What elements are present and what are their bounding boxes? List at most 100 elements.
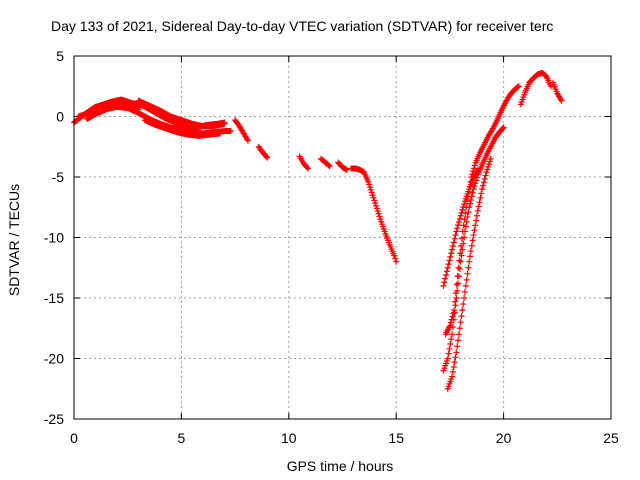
data-point: [461, 201, 468, 208]
data-point: [325, 162, 332, 169]
data-point: [455, 331, 462, 338]
data-point: [370, 194, 377, 201]
y-tick-label: -20: [44, 351, 64, 367]
data-point: [474, 207, 481, 214]
data-point: [305, 165, 312, 172]
data-point: [458, 252, 465, 259]
data-point: [479, 182, 486, 189]
y-tick-label: -10: [44, 230, 64, 246]
data-point: [464, 213, 471, 220]
data-point: [452, 232, 459, 239]
data-point: [452, 302, 459, 309]
data-point: [485, 161, 492, 168]
data-point: [467, 253, 474, 260]
data-point: [442, 275, 449, 282]
data-point: [486, 158, 493, 165]
series-arc-6: [232, 117, 251, 144]
data-point: [458, 313, 465, 320]
data-point: [441, 279, 448, 286]
series-arc-12: [442, 83, 522, 338]
data-point: [367, 186, 374, 193]
data-point: [445, 261, 452, 268]
data-point: [304, 164, 311, 171]
data-point: [453, 295, 460, 301]
y-tick-label: 0: [56, 109, 64, 125]
data-point: [451, 235, 458, 242]
data-point: [447, 253, 454, 260]
y-tick-label: -5: [52, 169, 65, 185]
data-point: [221, 120, 228, 127]
data-point: [487, 155, 494, 162]
data-point: [244, 137, 251, 144]
series-arc-15: [440, 166, 481, 289]
data-point: [452, 354, 459, 361]
data-point: [393, 258, 400, 265]
series-arc-7: [255, 143, 271, 161]
series-arc-9: [318, 155, 333, 170]
data-point: [456, 265, 463, 272]
data-point: [376, 213, 383, 220]
data-point: [455, 219, 462, 226]
data-point: [443, 272, 450, 279]
x-axis-label: GPS time / hours: [287, 458, 394, 474]
data-point: [369, 192, 376, 199]
grid-layer: [74, 56, 611, 419]
data-point: [471, 227, 478, 234]
data-point: [479, 186, 486, 193]
data-point: [455, 273, 462, 280]
data-point: [455, 264, 462, 271]
data-point: [217, 130, 224, 137]
series-arc-13: [440, 124, 507, 374]
data-point: [471, 183, 478, 190]
data-points: [71, 69, 565, 392]
data-point: [455, 222, 462, 229]
data-point: [468, 193, 475, 200]
data-point: [373, 205, 380, 212]
data-point: [448, 250, 455, 257]
data-point: [514, 83, 521, 90]
data-point: [366, 181, 373, 188]
data-point: [368, 189, 375, 196]
data-point: [365, 178, 372, 185]
data-point: [460, 301, 467, 308]
data-point: [476, 199, 483, 206]
data-point: [374, 208, 381, 215]
series-arc-5: [141, 117, 224, 139]
data-point: [373, 202, 380, 209]
data-point: [481, 175, 488, 182]
data-point: [227, 128, 234, 135]
data-point: [500, 124, 507, 131]
data-point: [463, 276, 470, 283]
data-point: [263, 153, 270, 160]
data-point: [392, 255, 399, 262]
data-point: [451, 359, 458, 366]
data-point: [453, 228, 460, 235]
data-point: [366, 184, 373, 191]
data-point: [377, 216, 384, 223]
y-axis-label: SDTVAR / TECUs: [6, 184, 22, 296]
data-point: [326, 163, 333, 170]
data-point: [375, 210, 382, 217]
data-point: [447, 319, 454, 326]
data-point: [480, 179, 487, 186]
data-point: [463, 218, 470, 225]
data-point: [499, 125, 506, 132]
series-arc-10: [335, 159, 350, 173]
data-point: [448, 336, 455, 343]
data-point: [446, 257, 453, 264]
data-point: [343, 166, 350, 173]
data-point: [449, 373, 456, 380]
data-point: [455, 337, 462, 344]
data-point: [443, 268, 450, 275]
data-point: [450, 316, 457, 323]
data-point: [462, 282, 469, 289]
data-point: [485, 163, 492, 170]
series-arc-4: [135, 97, 228, 130]
series-arc-16: [517, 69, 554, 108]
data-point: [453, 349, 460, 356]
data-point: [466, 258, 473, 265]
y-tick-label: -15: [44, 290, 64, 306]
data-point: [470, 232, 477, 239]
x-tick-label: 0: [70, 430, 78, 446]
